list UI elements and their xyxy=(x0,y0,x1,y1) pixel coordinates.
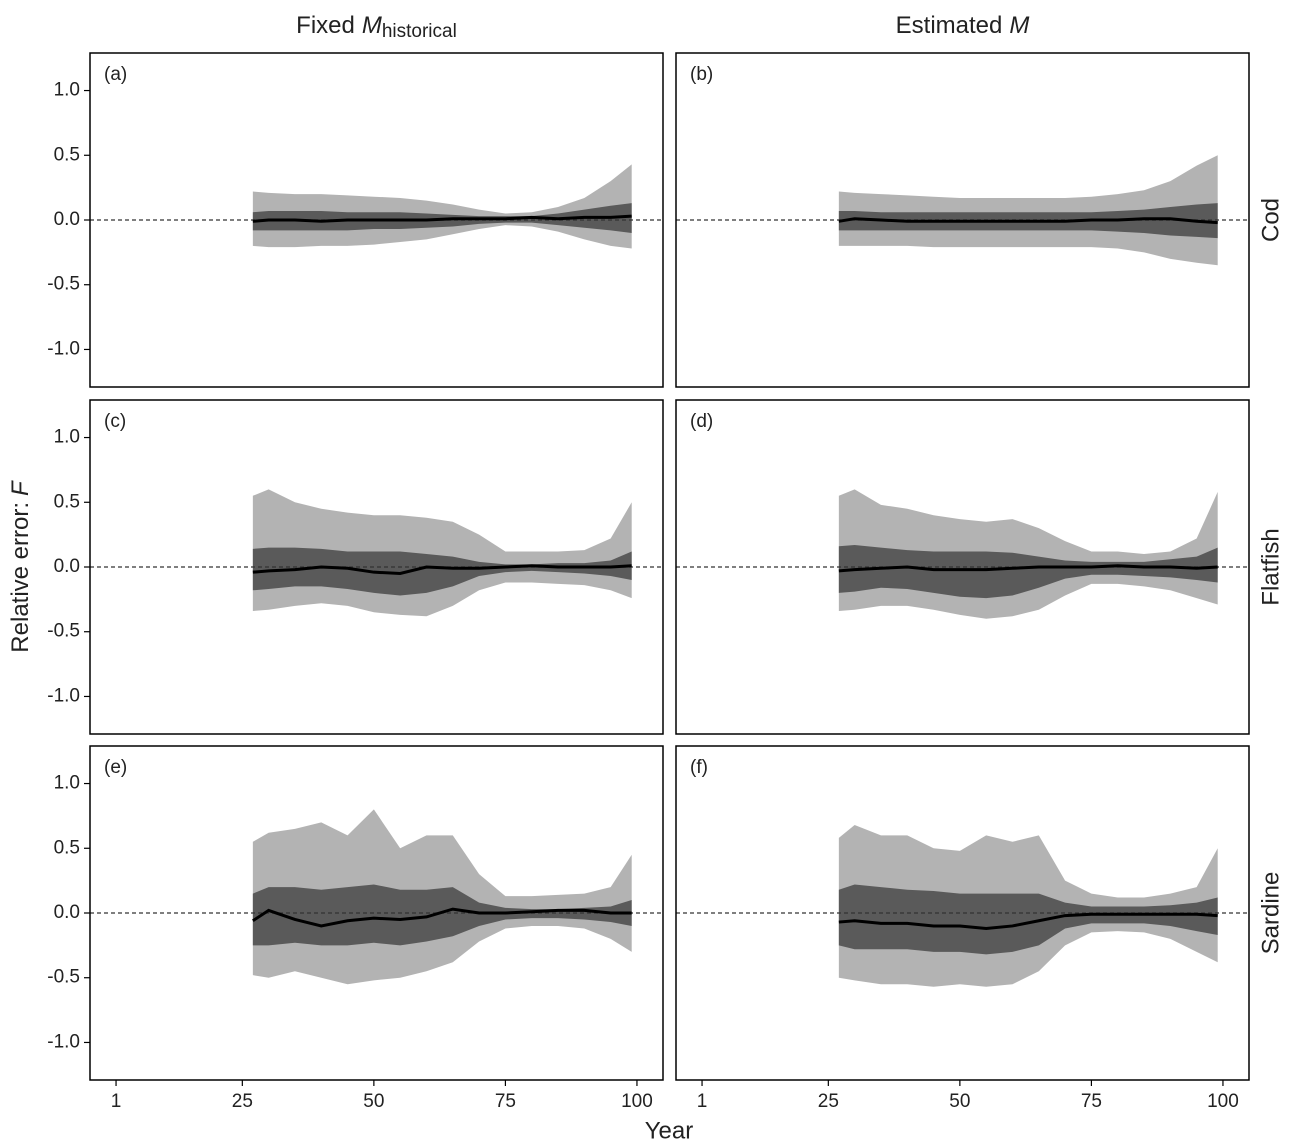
panel-label: (f) xyxy=(690,757,708,778)
band xyxy=(252,547,632,596)
y-axis-title: Relative error: F xyxy=(7,480,34,653)
band xyxy=(252,164,632,249)
column-title: Estimated M xyxy=(896,12,1030,39)
x-tick-label: 100 xyxy=(1207,1091,1239,1112)
x-tick-label: 75 xyxy=(1081,1091,1102,1112)
title-var: M xyxy=(1009,12,1029,39)
y-title-text: Relative error: xyxy=(7,502,34,653)
x-tick-label: 1 xyxy=(111,1091,122,1112)
y-tick-label: 1.0 xyxy=(54,427,80,448)
y-tick-label: 1.0 xyxy=(54,773,80,794)
panel-label: (e) xyxy=(104,757,127,778)
y-tick-label: 0.5 xyxy=(54,491,80,512)
band xyxy=(838,884,1218,955)
x-tick-label: 1 xyxy=(697,1091,708,1112)
panel-label: (a) xyxy=(104,64,127,85)
median-line xyxy=(838,564,1218,573)
x-tick-label: 100 xyxy=(621,1091,653,1112)
panel-label: (b) xyxy=(690,64,713,85)
y-title-var: F xyxy=(7,480,34,496)
y-tick-label: -1.0 xyxy=(47,338,80,359)
y-tick-label: 0.0 xyxy=(54,556,80,577)
panel-frame xyxy=(675,745,1250,1081)
panel-frame xyxy=(675,52,1250,388)
x-tick-label: 50 xyxy=(363,1091,384,1112)
x-tick-label: 75 xyxy=(495,1091,516,1112)
panel-label: (c) xyxy=(104,411,126,432)
x-tick-label: 25 xyxy=(818,1091,839,1112)
x-tick-label: 50 xyxy=(949,1091,970,1112)
band xyxy=(252,884,632,946)
band xyxy=(838,544,1218,599)
y-tick-label: 0.0 xyxy=(54,209,80,230)
median-line xyxy=(838,217,1218,225)
median-line xyxy=(252,214,632,223)
title-sub: historical xyxy=(382,21,457,42)
y-tick-label: -0.5 xyxy=(47,274,80,295)
y-tick-label: 1.0 xyxy=(54,80,80,101)
title-text: Estimated xyxy=(896,12,1003,39)
median-line xyxy=(252,564,632,575)
x-tick-label: 25 xyxy=(232,1091,253,1112)
y-tick-label: -1.0 xyxy=(47,1031,80,1052)
row-label: Flatfish xyxy=(1257,528,1284,605)
y-tick-label: 0.5 xyxy=(54,144,80,165)
y-tick-label: 0.0 xyxy=(54,902,80,923)
y-tick-label: 0.5 xyxy=(54,837,80,858)
median-line xyxy=(252,907,632,928)
x-axis-title: Year xyxy=(645,1117,694,1144)
panel-label: (d) xyxy=(690,411,713,432)
row-label: Cod xyxy=(1257,198,1284,242)
title-text: Fixed xyxy=(296,12,355,39)
title-var: M xyxy=(362,12,382,39)
y-tick-label: -0.5 xyxy=(47,621,80,642)
y-tick-label: -0.5 xyxy=(47,967,80,988)
row-label: Sardine xyxy=(1257,872,1284,955)
band xyxy=(838,155,1218,266)
panel-frame xyxy=(675,399,1250,735)
median-line xyxy=(838,912,1218,931)
y-tick-label: -1.0 xyxy=(47,685,80,706)
column-title: Fixed Mhistorical xyxy=(296,12,457,42)
